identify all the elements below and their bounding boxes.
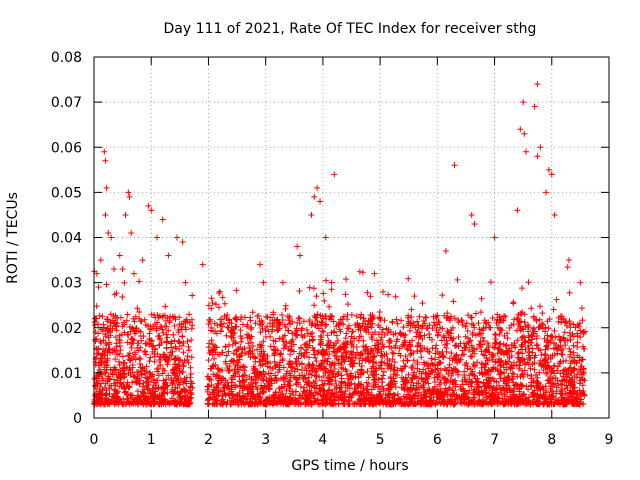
scatter-point	[297, 252, 303, 259]
scatter-point	[451, 162, 458, 169]
scatter-point	[545, 166, 552, 173]
scatter-point	[279, 279, 286, 286]
x-tick-label: 0	[90, 432, 99, 448]
scatter-point	[551, 211, 558, 218]
scatter-point	[308, 211, 315, 218]
scatter-point	[216, 288, 223, 295]
scatter-point	[165, 252, 172, 259]
scatter-point	[531, 103, 538, 110]
x-tick-label: 6	[433, 432, 442, 448]
scatter-cloud	[91, 264, 588, 408]
scatter-point	[159, 216, 166, 223]
scatter-point	[468, 211, 475, 218]
scatter-point	[294, 243, 301, 250]
y-axis-label: ROTI / TECUs	[5, 192, 21, 284]
scatter-point	[520, 99, 527, 106]
y-tick-label: 0.06	[51, 140, 82, 156]
x-axis-label: GPS time / hours	[291, 458, 408, 474]
scatter-point	[322, 234, 329, 241]
scatter-point	[126, 193, 133, 200]
scatter-point	[442, 248, 449, 255]
scatter-point	[111, 266, 118, 273]
x-tick-label: 7	[490, 432, 499, 448]
grid-lines	[94, 57, 609, 418]
scatter-point	[148, 207, 155, 214]
x-tick-label: 4	[318, 432, 327, 448]
scatter-point	[145, 202, 152, 209]
axis-ticks	[93, 56, 610, 419]
scatter-point	[577, 279, 584, 286]
y-tick-label: 0.03	[51, 276, 82, 292]
x-tick-label: 2	[204, 432, 213, 448]
scatter-point	[534, 81, 541, 88]
y-tick-label: 0.08	[51, 50, 82, 66]
scatter-point	[514, 207, 521, 214]
scatter-point	[125, 189, 132, 196]
x-tick-label: 3	[261, 432, 270, 448]
y-tick-label: 0.07	[51, 95, 82, 111]
y-tick-label: 0.05	[51, 185, 82, 201]
scatter-point	[371, 270, 378, 277]
scatter-point	[116, 252, 123, 259]
scatter-point	[523, 148, 530, 155]
scatter-point	[471, 220, 478, 227]
scatter-point	[93, 270, 100, 277]
scatter-point	[173, 234, 180, 241]
scatter-point	[139, 257, 146, 264]
scatter-point	[537, 144, 544, 151]
scatter-point	[543, 189, 550, 196]
scatter-point	[102, 157, 109, 164]
y-tick-label: 0	[73, 411, 82, 427]
chart-title: Day 111 of 2021, Rate Of TEC Index for r…	[164, 21, 537, 37]
x-tick-labels: 0 1 2 3 4 5 6 7 8 9	[90, 432, 614, 448]
scatter-point	[122, 211, 129, 218]
scatter-point	[517, 126, 524, 133]
scatter-point	[256, 261, 263, 268]
scatter-point	[101, 148, 108, 155]
scatter-point	[311, 193, 318, 200]
scatter-point	[131, 270, 138, 277]
scatter-point	[314, 184, 321, 191]
scatter-point	[534, 153, 541, 160]
scatter-point	[179, 239, 186, 246]
scatter-point	[565, 257, 572, 264]
x-tick-label: 8	[547, 432, 556, 448]
scatter-point	[411, 293, 418, 300]
data-points	[91, 81, 588, 408]
scatter-point	[105, 229, 112, 236]
scatter-point	[103, 184, 110, 191]
scatter-point	[128, 229, 135, 236]
scatter-point	[182, 279, 189, 286]
y-tick-labels: 0 0.01 0.02 0.03 0.04 0.05 0.06 0.07 0.08	[51, 50, 82, 427]
scatter-point	[331, 171, 338, 178]
scatter-point	[199, 261, 206, 268]
scatter-point	[95, 284, 102, 291]
x-tick-label: 5	[376, 432, 385, 448]
scatter-point	[153, 234, 160, 241]
x-tick-label: 9	[605, 432, 614, 448]
scatter-point	[119, 266, 126, 273]
scatter-point	[317, 198, 324, 205]
scatter-point	[548, 171, 555, 178]
x-tick-label: 1	[147, 432, 156, 448]
y-tick-label: 0.02	[51, 321, 82, 337]
scatter-point	[491, 234, 498, 241]
scatter-point	[97, 257, 104, 264]
y-tick-label: 0.04	[51, 231, 82, 247]
scatter-point	[102, 211, 109, 218]
scatter-point	[521, 130, 528, 137]
y-tick-label: 0.01	[51, 366, 82, 382]
scatter-point	[108, 234, 115, 241]
